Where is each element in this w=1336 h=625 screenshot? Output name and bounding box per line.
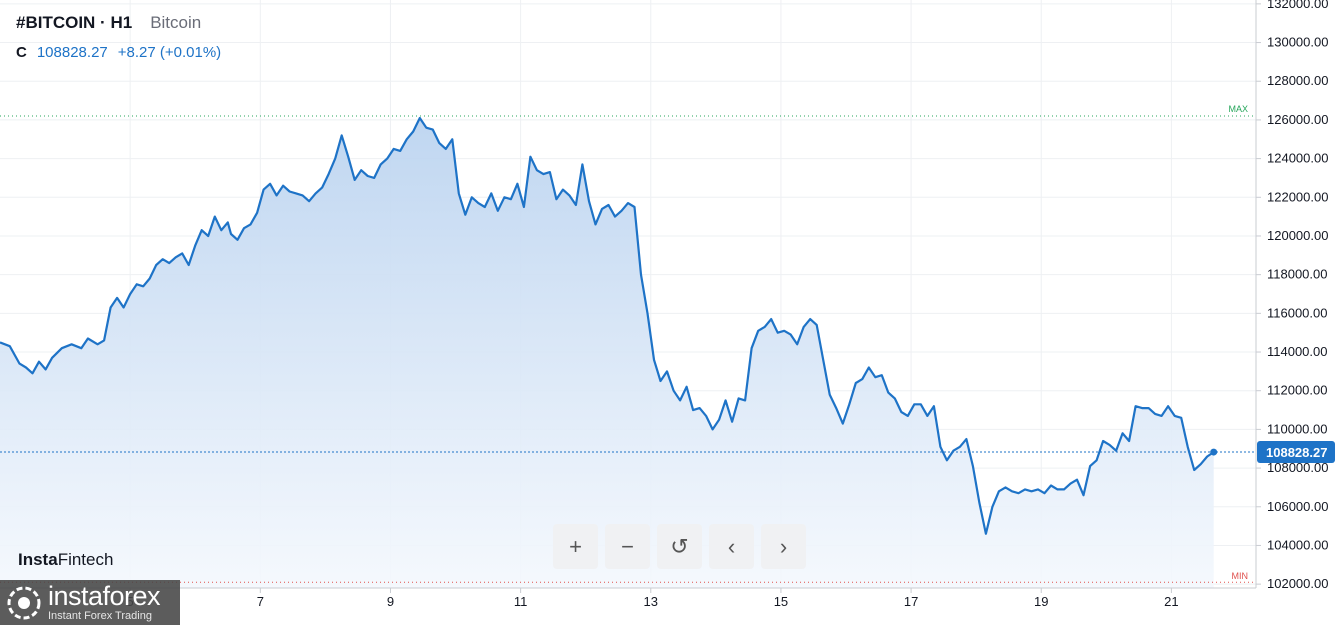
y-tick-label: 116000.00 bbox=[1267, 305, 1328, 320]
x-tick-label: 19 bbox=[1034, 594, 1048, 609]
area-series bbox=[0, 116, 1215, 588]
x-tick-label: 15 bbox=[774, 594, 788, 609]
last-price-tag bbox=[1257, 441, 1335, 464]
y-tick-label: 120000.00 bbox=[1267, 228, 1328, 243]
y-tick-label: 102000.00 bbox=[1267, 576, 1328, 591]
brand-fintech: Fintech bbox=[57, 550, 114, 569]
min-label: MIN bbox=[1232, 571, 1249, 581]
y-tick-label: 118000.00 bbox=[1267, 267, 1328, 282]
y-tick-label: 124000.00 bbox=[1267, 151, 1328, 166]
last-price-label: 108828.27 bbox=[1266, 445, 1327, 460]
ohlc-legend: C 108828.27 +8.27 (+0.01%) bbox=[16, 44, 221, 61]
x-tick-label: 13 bbox=[644, 594, 658, 609]
change-value: +8.27 (+0.01%) bbox=[117, 44, 222, 61]
symbol-label: #BITCOIN · H1 bbox=[16, 13, 133, 32]
zoom-out-button[interactable]: − bbox=[605, 524, 650, 569]
y-tick-label: 126000.00 bbox=[1267, 112, 1328, 127]
brand-insta: Insta bbox=[18, 550, 58, 569]
close-value: 108828.27 bbox=[36, 44, 108, 61]
area-fill bbox=[0, 118, 1214, 588]
close-label: C bbox=[16, 44, 27, 61]
y-tick-label: 110000.00 bbox=[1267, 421, 1328, 436]
x-tick-label: 11 bbox=[514, 594, 528, 609]
logo-tagline: Instant Forex Trading bbox=[48, 610, 152, 622]
instaforex-logo: instaforex Instant Forex Trading bbox=[0, 580, 180, 625]
scroll-right-button[interactable]: › bbox=[761, 524, 806, 569]
y-tick-label: 128000.00 bbox=[1267, 73, 1328, 88]
y-tick-label: 130000.00 bbox=[1267, 35, 1328, 50]
y-tick-label: 114000.00 bbox=[1267, 344, 1328, 359]
reset-icon: ↺ bbox=[670, 533, 689, 559]
logo-name: instaforex bbox=[48, 581, 161, 611]
instrument-name: Bitcoin bbox=[150, 13, 202, 32]
y-tick-label: 112000.00 bbox=[1267, 383, 1328, 398]
chart-legend-title: #BITCOIN · H1 Bitcoin bbox=[16, 13, 201, 33]
zoom-in-button[interactable]: + bbox=[553, 524, 598, 569]
y-tick-label: 122000.00 bbox=[1267, 189, 1328, 204]
price-line bbox=[0, 116, 1215, 535]
x-tick-label: 21 bbox=[1164, 594, 1178, 609]
instaforex-mark-icon bbox=[7, 586, 41, 619]
reset-button[interactable]: ↺ bbox=[657, 524, 702, 569]
instafintech-brand: InstaFintech bbox=[18, 550, 113, 570]
y-tick-label: 108000.00 bbox=[1267, 460, 1328, 475]
y-tick-label: 132000.00 bbox=[1267, 0, 1328, 11]
scroll-left-button[interactable]: ‹ bbox=[709, 524, 754, 569]
chevron-left-icon: ‹ bbox=[727, 533, 736, 559]
last-point-marker bbox=[1210, 448, 1218, 456]
max-label: MAX bbox=[1228, 104, 1248, 114]
plus-icon: + bbox=[569, 533, 582, 559]
y-tick-label: 104000.00 bbox=[1267, 537, 1328, 552]
x-tick-label: 7 bbox=[257, 594, 264, 609]
level-lines: MAX MIN 108828.27 bbox=[0, 104, 1335, 583]
chart-toolbar: + − ↺ ‹ › bbox=[553, 524, 806, 569]
chevron-right-icon: › bbox=[779, 533, 788, 559]
x-tick-label: 17 bbox=[904, 594, 918, 609]
x-tick-label: 9 bbox=[387, 594, 394, 609]
y-tick-label: 106000.00 bbox=[1267, 499, 1328, 514]
minus-icon: − bbox=[621, 533, 634, 559]
axes: 102000.00 104000.00 106000.00 108000.00 1100… bbox=[0, 0, 1328, 609]
